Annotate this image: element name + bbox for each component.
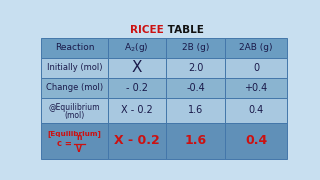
Text: 2.0: 2.0 (188, 63, 204, 73)
Bar (225, 123, 287, 159)
Text: Initially (mol): Initially (mol) (47, 63, 102, 72)
Text: Reaction: Reaction (55, 43, 94, 52)
Text: 2AB (g): 2AB (g) (239, 43, 273, 52)
Text: @Equilibrium: @Equilibrium (49, 103, 100, 112)
Text: c =: c = (57, 139, 72, 148)
Text: RICEE: RICEE (130, 25, 164, 35)
Bar (41, 38, 108, 58)
Bar (166, 78, 225, 98)
Bar (108, 58, 166, 78)
Text: 1.6: 1.6 (188, 105, 204, 115)
Text: V: V (76, 145, 82, 154)
Bar (108, 123, 166, 159)
Text: 1.6: 1.6 (185, 134, 207, 147)
Text: 0: 0 (253, 63, 259, 73)
Bar (41, 98, 108, 123)
Text: (mol): (mol) (64, 111, 84, 120)
Bar (41, 78, 108, 98)
Text: -0.4: -0.4 (187, 83, 205, 93)
Text: 2B (g): 2B (g) (182, 43, 210, 52)
Text: +0.4: +0.4 (244, 83, 268, 93)
Text: TABLE: TABLE (164, 25, 204, 35)
Bar (166, 58, 225, 78)
Bar (108, 98, 166, 123)
Text: X - 0.2: X - 0.2 (114, 134, 160, 147)
Text: 0.4: 0.4 (248, 105, 264, 115)
Bar (108, 38, 166, 58)
Text: - 0.2: - 0.2 (126, 83, 148, 93)
Bar (225, 78, 287, 98)
Text: [Equilibrium]: [Equilibrium] (47, 130, 101, 137)
Text: n: n (76, 133, 82, 142)
Bar (41, 58, 108, 78)
Bar (225, 58, 287, 78)
Bar (166, 98, 225, 123)
Text: X: X (132, 60, 142, 75)
Bar (225, 38, 287, 58)
Bar (225, 98, 287, 123)
Text: A$_2$(g): A$_2$(g) (124, 41, 148, 54)
Text: Change (mol): Change (mol) (46, 83, 103, 92)
Bar (41, 123, 108, 159)
Text: 0.4: 0.4 (245, 134, 267, 147)
Bar (166, 38, 225, 58)
Text: X - 0.2: X - 0.2 (121, 105, 153, 115)
Bar (108, 78, 166, 98)
Bar (166, 123, 225, 159)
